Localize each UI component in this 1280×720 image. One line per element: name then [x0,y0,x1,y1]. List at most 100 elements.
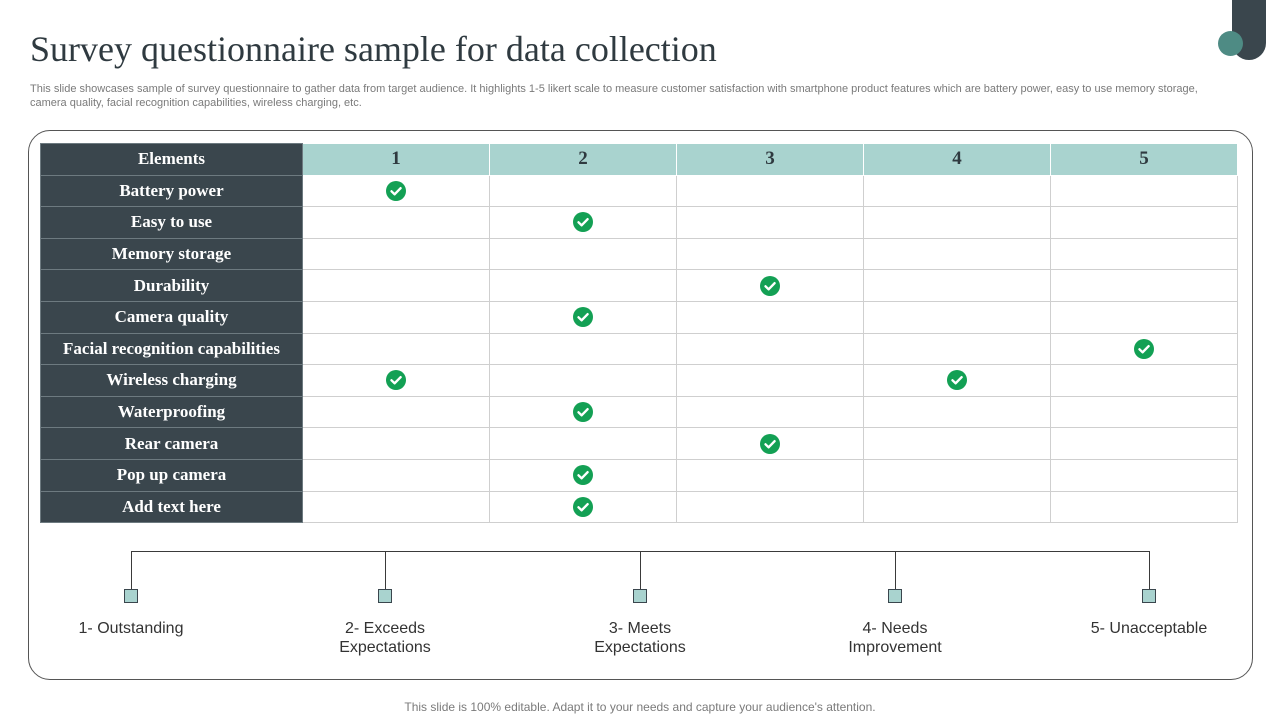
legend-label: 2- Exceeds Expectations [339,620,431,656]
check-icon [760,275,780,296]
rating-cell-3[interactable] [676,300,864,334]
legend-label: 4- Needs Improvement [848,620,942,656]
rating-cell-4[interactable] [863,490,1051,524]
survey-table-body: Battery power Easy to use Memory storage Du… [40,174,1238,524]
element-label: Pop up camera [40,458,303,492]
rating-cell-2[interactable] [489,395,677,429]
header-row: Elements 1 2 3 4 5 [40,143,1238,176]
rating-cell-5[interactable] [1050,206,1238,239]
survey-table: Elements 1 2 3 4 5 Battery power Easy to … [40,143,1238,524]
rating-cell-2[interactable] [489,269,677,302]
scale-header-1: 1 [302,143,490,176]
rating-cell-5[interactable] [1050,364,1238,397]
rating-cell-3[interactable] [676,174,864,208]
table-row: Rear camera [40,427,1238,460]
table-row: Easy to use [40,206,1238,239]
rating-cell-2[interactable] [489,174,677,208]
rating-cell-1[interactable] [302,332,490,366]
rating-cell-4[interactable] [863,206,1051,239]
legend-connector-drop [131,551,132,589]
rating-cell-5[interactable] [1050,490,1238,524]
scale-header-3: 3 [676,143,864,176]
element-label: Facial recognition capabilities [40,332,303,366]
rating-cell-4[interactable] [863,237,1051,271]
rating-cell-4[interactable] [863,269,1051,302]
rating-cell-3[interactable] [676,458,864,492]
check-icon [573,307,593,328]
rating-cell-2[interactable] [489,427,677,460]
rating-cell-3[interactable] [676,364,864,397]
rating-cell-2[interactable] [489,206,677,239]
rating-cell-4[interactable] [863,395,1051,429]
rating-cell-2[interactable] [489,300,677,334]
legend-connector-drop [385,551,386,589]
rating-cell-1[interactable] [302,174,490,208]
element-label: Rear camera [40,427,303,460]
check-icon [947,370,967,391]
legend-marker [633,589,647,603]
elements-header: Elements [40,143,303,176]
rating-cell-2[interactable] [489,458,677,492]
rating-cell-3[interactable] [676,237,864,271]
table-row: Wireless charging [40,364,1238,397]
table-row: Camera quality [40,300,1238,334]
table-row: Facial recognition capabilities [40,332,1238,366]
check-icon [386,370,406,391]
rating-cell-3[interactable] [676,427,864,460]
legend-connector-drop [895,551,896,589]
rating-cell-5[interactable] [1050,458,1238,492]
rating-cell-5[interactable] [1050,332,1238,366]
rating-cell-3[interactable] [676,395,864,429]
rating-cell-1[interactable] [302,395,490,429]
legend-marker [378,589,392,603]
element-label: Easy to use [40,206,303,239]
rating-cell-3[interactable] [676,332,864,366]
rating-cell-4[interactable] [863,364,1051,397]
rating-cell-5[interactable] [1050,427,1238,460]
check-icon [1134,338,1154,359]
rating-cell-4[interactable] [863,174,1051,208]
rating-cell-4[interactable] [863,427,1051,460]
rating-cell-4[interactable] [863,458,1051,492]
rating-cell-5[interactable] [1050,300,1238,334]
check-icon [573,496,593,517]
legend-marker [1142,589,1156,603]
rating-cell-1[interactable] [302,300,490,334]
rating-cell-1[interactable] [302,364,490,397]
content-panel [28,130,1253,680]
scale-header-5: 5 [1050,143,1238,176]
rating-cell-5[interactable] [1050,269,1238,302]
table-row: Pop up camera [40,458,1238,492]
rating-cell-5[interactable] [1050,237,1238,271]
element-label: Add text here [40,490,303,524]
rating-cell-4[interactable] [863,332,1051,366]
legend-marker [124,589,138,603]
legend-connector-drop [640,551,641,589]
rating-cell-1[interactable] [302,427,490,460]
rating-cell-3[interactable] [676,490,864,524]
rating-cell-1[interactable] [302,269,490,302]
element-label: Wireless charging [40,364,303,397]
legend-label: 5- Unacceptable [1090,620,1208,637]
rating-cell-1[interactable] [302,490,490,524]
check-icon [386,180,406,201]
rating-cell-2[interactable] [489,237,677,271]
rating-cell-4[interactable] [863,300,1051,334]
legend-connector-drop [1149,551,1150,589]
table-row: Waterproofing [40,395,1238,429]
rating-cell-1[interactable] [302,458,490,492]
page-subtitle: This slide showcases sample of survey qu… [30,83,1198,109]
element-label: Camera quality [40,300,303,334]
rating-cell-2[interactable] [489,332,677,366]
element-label: Memory storage [40,237,303,271]
rating-cell-1[interactable] [302,237,490,271]
page-title: Survey questionnaire sample for data col… [30,29,717,69]
rating-cell-3[interactable] [676,206,864,239]
rating-cell-5[interactable] [1050,395,1238,429]
rating-cell-3[interactable] [676,269,864,302]
rating-cell-2[interactable] [489,490,677,524]
check-icon [573,465,593,486]
rating-cell-1[interactable] [302,206,490,239]
rating-cell-2[interactable] [489,364,677,397]
rating-cell-5[interactable] [1050,174,1238,208]
